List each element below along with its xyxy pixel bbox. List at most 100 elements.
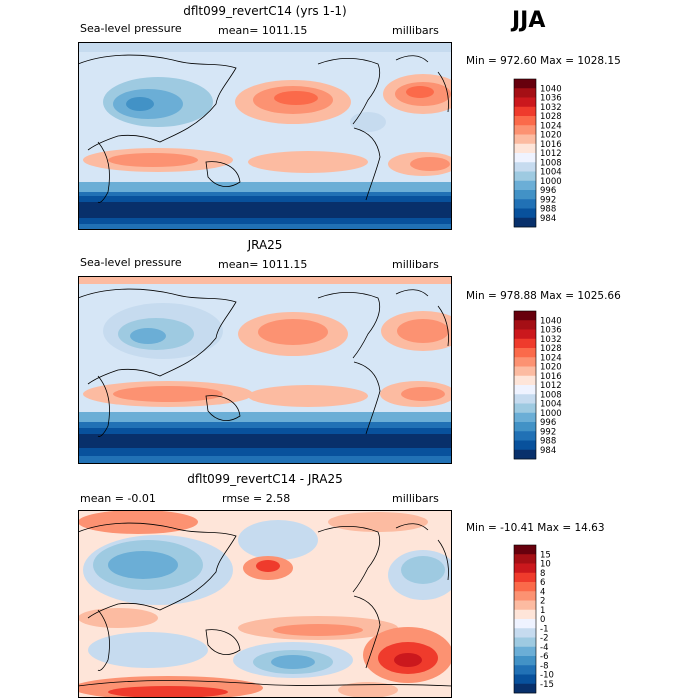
panel-3-units-label: millibars [392,492,439,505]
colorbar-tick-label: 1040 [540,84,562,94]
colorbar-tick-label: 1008 [540,158,562,168]
colorbar-tick-label: 15 [540,550,551,560]
colorbar-swatch [514,153,536,163]
colorbar-tick-label: 992 [540,195,556,205]
colorbar-tick-label: 988 [540,437,556,447]
colorbar-tick-label: 1004 [540,400,562,410]
panel-1-minmax: Min = 972.60 Max = 1028.15 [466,55,621,67]
colorbar-tick-label: 10 [540,560,551,570]
colorbar-tick-label: 996 [540,418,556,428]
colorbar-tick-label: 984 [540,214,556,224]
colorbar-tick-label: -8 [540,661,548,671]
panel-2-units-label: millibars [392,258,439,271]
colorbar-swatch [514,311,536,321]
colorbar-tick-label: 1036 [540,326,562,336]
colorbar-frame [513,310,537,460]
colorbar-swatch [514,162,536,172]
colorbar-swatch [514,217,536,228]
panel-3-rmse-label: rmse = 2.58 [222,492,291,505]
colorbar-swatch [514,385,536,395]
panel-2-map [78,276,452,464]
panel-1-units-label: millibars [392,24,439,37]
colorbar-tick-label: 1040 [540,316,562,326]
colorbar-tick-label: -6 [540,652,548,662]
colorbar-tick-label: 6 [540,578,545,588]
panel-2-minmax: Min = 978.88 Max = 1025.66 [466,290,621,302]
colorbar-swatch [514,348,536,358]
colorbar-tick-label: 992 [540,427,556,437]
panel-2-colorbar: 1040103610321028102410201016101210081004… [513,310,562,460]
colorbar-tick-label: 1008 [540,390,562,400]
panel-1-field-label: Sea-level pressure [80,22,182,35]
colorbar-swatch [514,79,536,89]
panel-1-title: dflt099_revertC14 (yrs 1-1) [183,4,347,18]
colorbar-swatch [514,88,536,98]
colorbar-swatch [514,375,536,386]
colorbar-tick-label: -4 [540,643,548,653]
colorbar-swatch [514,199,536,209]
panel-1-mean-label: mean= 1011.15 [218,24,308,37]
colorbar-tick-label: -2 [540,634,548,644]
colorbar-tick-label: 1012 [540,149,562,159]
colorbar-swatch [514,394,536,404]
colorbar-swatch [514,171,536,182]
colorbar-swatch [514,656,536,666]
colorbar-swatch [514,683,536,694]
colorbar-tick-label: -15 [540,680,554,690]
colorbar-swatch [514,125,536,135]
colorbar-swatch [514,609,536,620]
colorbar-tick-label: 1036 [540,94,562,104]
colorbar-tick-label: 988 [540,205,556,215]
panel-3-minmax: Min = -10.41 Max = 14.63 [466,522,605,534]
season-label: JJA [512,8,546,33]
colorbar-swatch [514,431,536,441]
colorbar-tick-label: 2 [540,597,545,607]
colorbar-swatch [514,134,536,145]
colorbar-swatch [514,449,536,460]
colorbar-tick-label: 1024 [540,353,562,363]
colorbar-swatch [514,97,536,108]
colorbar-tick-label: -1 [540,624,548,634]
colorbar-swatch [514,180,536,191]
colorbar-swatch [514,637,536,648]
colorbar-tick-label: 1004 [540,168,562,178]
colorbar-swatch [514,329,536,340]
colorbar-tick-label: 8 [540,569,545,579]
panel-3-title: dflt099_revertC14 - JRA25 [187,472,343,486]
colorbar-swatch [514,563,536,574]
colorbar-frame [513,544,537,694]
colorbar-swatch [514,357,536,367]
colorbar-tick-label: 4 [540,587,545,597]
panel-2-title: JRA25 [247,238,283,252]
colorbar-swatch [514,320,536,330]
panel-3-mean-label: mean = -0.01 [80,492,156,505]
panel-1-map [78,42,452,230]
colorbar-tick-label: 1012 [540,381,562,391]
colorbar-swatch [514,403,536,414]
colorbar-swatch [514,338,536,349]
colorbar-tick-label: 1020 [540,131,562,141]
colorbar-tick-label: 1028 [540,112,562,122]
colorbar-tick-label: 1000 [540,409,562,419]
panel-2-field-label: Sea-level pressure [80,256,182,269]
colorbar-tick-label: -10 [540,671,554,681]
colorbar-swatch [514,591,536,601]
colorbar-swatch [514,208,536,219]
colorbar-swatch [514,572,536,583]
panel-3-map [78,510,452,698]
colorbar-tick-label: 1032 [540,103,562,113]
colorbar-swatch [514,412,536,423]
colorbar-tick-label: 1020 [540,363,562,373]
colorbar-swatch [514,366,536,377]
colorbar-swatch [514,619,536,629]
colorbar-tick-label: 1016 [540,372,562,382]
panel-1-colorbar: 1040103610321028102410201016101210081004… [513,78,562,228]
colorbar-swatch [514,628,536,638]
colorbar-swatch [514,190,536,200]
colorbar-frame [513,78,537,228]
colorbar-tick-label: 1016 [540,140,562,150]
colorbar-swatch [514,554,536,564]
colorbar-tick-label: 1000 [540,177,562,187]
colorbar-swatch [514,116,536,126]
